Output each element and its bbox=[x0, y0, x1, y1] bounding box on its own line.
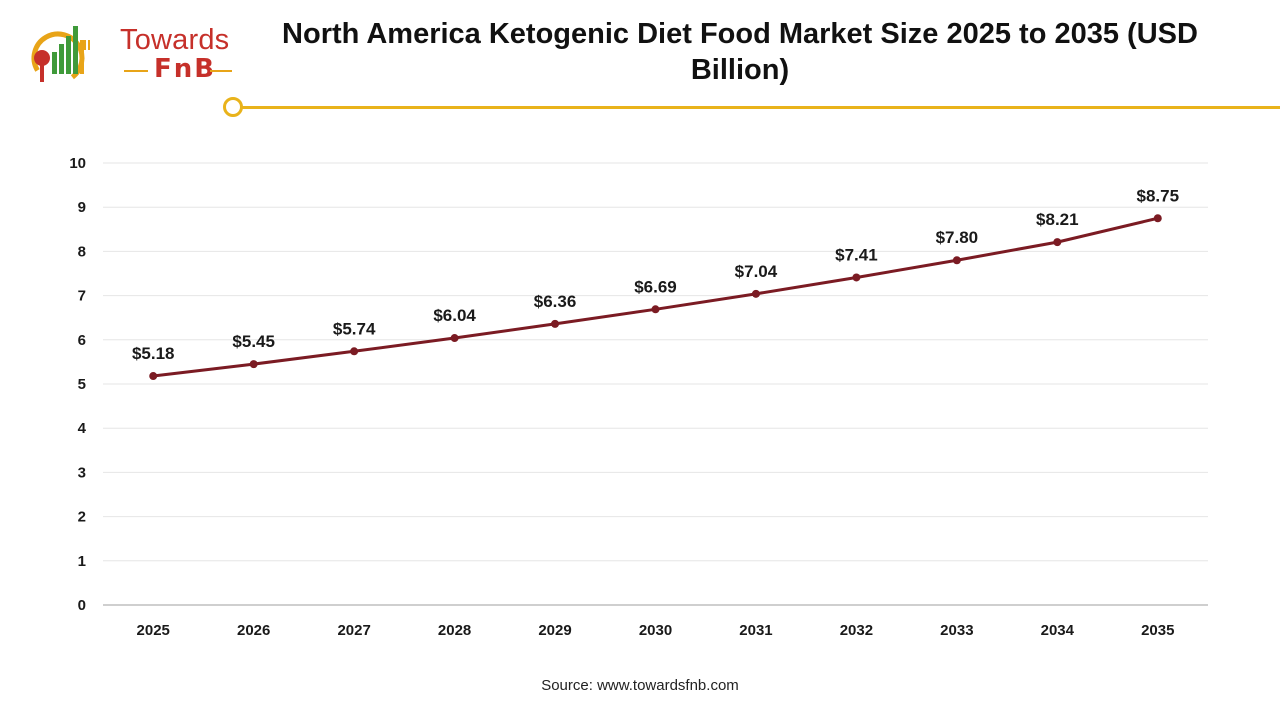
y-tick-label: 9 bbox=[78, 199, 86, 216]
x-tick-label: 2029 bbox=[538, 622, 571, 639]
data-label: $6.04 bbox=[433, 306, 476, 325]
data-label: $6.36 bbox=[534, 292, 577, 311]
data-point bbox=[852, 273, 861, 282]
accent-dot bbox=[223, 97, 243, 117]
y-tick-label: 1 bbox=[78, 553, 86, 570]
logo-icon bbox=[31, 26, 90, 85]
x-tick-label: 2032 bbox=[840, 622, 873, 639]
data-point bbox=[149, 372, 158, 381]
data-point bbox=[651, 305, 660, 314]
series-line bbox=[153, 216, 1159, 378]
x-tick-label: 2035 bbox=[1141, 622, 1174, 639]
data-label: $5.74 bbox=[333, 319, 376, 338]
brand-divider-left bbox=[124, 70, 148, 72]
brand-divider-right bbox=[210, 70, 232, 72]
brand-logo: Towards FnB bbox=[26, 18, 232, 90]
data-label: $5.45 bbox=[232, 332, 275, 351]
x-tick-label: 2030 bbox=[639, 622, 672, 639]
data-point bbox=[1153, 214, 1162, 223]
x-tick-label: 2025 bbox=[137, 622, 170, 639]
x-tick-label: 2031 bbox=[739, 622, 772, 639]
source-note: Source: www.towardsfnb.com bbox=[541, 677, 739, 694]
chart-title: North America Ketogenic Diet Food Market… bbox=[282, 18, 1198, 86]
y-tick-label: 6 bbox=[78, 332, 86, 349]
data-label: $5.18 bbox=[132, 344, 175, 363]
brand-name: Towards bbox=[120, 24, 230, 56]
data-label: $6.69 bbox=[634, 277, 677, 296]
data-point bbox=[551, 319, 560, 328]
data-label: $7.04 bbox=[735, 262, 778, 281]
x-tick-label: 2028 bbox=[438, 622, 471, 639]
data-label: $8.75 bbox=[1136, 186, 1179, 205]
data-point bbox=[1053, 238, 1062, 247]
x-tick-label: 2027 bbox=[337, 622, 370, 639]
x-tick-label: 2034 bbox=[1041, 622, 1075, 639]
data-point bbox=[952, 256, 961, 265]
data-label: $8.21 bbox=[1036, 210, 1079, 229]
data-point bbox=[751, 289, 760, 298]
y-tick-label: 3 bbox=[78, 464, 86, 481]
data-point bbox=[350, 347, 359, 356]
accent-divider bbox=[232, 106, 1280, 109]
x-tick-label: 2026 bbox=[237, 622, 270, 639]
brand-subname: FnB bbox=[154, 54, 217, 84]
y-tick-label: 4 bbox=[78, 420, 87, 437]
x-tick-label: 2033 bbox=[940, 622, 973, 639]
y-tick-label: 10 bbox=[69, 155, 86, 172]
data-point bbox=[249, 360, 258, 369]
y-tick-label: 2 bbox=[78, 509, 86, 526]
y-tick-label: 7 bbox=[78, 288, 86, 305]
data-label: $7.80 bbox=[936, 228, 979, 247]
data-label: $7.41 bbox=[835, 245, 878, 264]
data-point bbox=[450, 334, 459, 343]
y-tick-label: 5 bbox=[78, 376, 86, 393]
y-tick-label: 8 bbox=[78, 243, 86, 260]
y-tick-label: 0 bbox=[78, 597, 86, 614]
